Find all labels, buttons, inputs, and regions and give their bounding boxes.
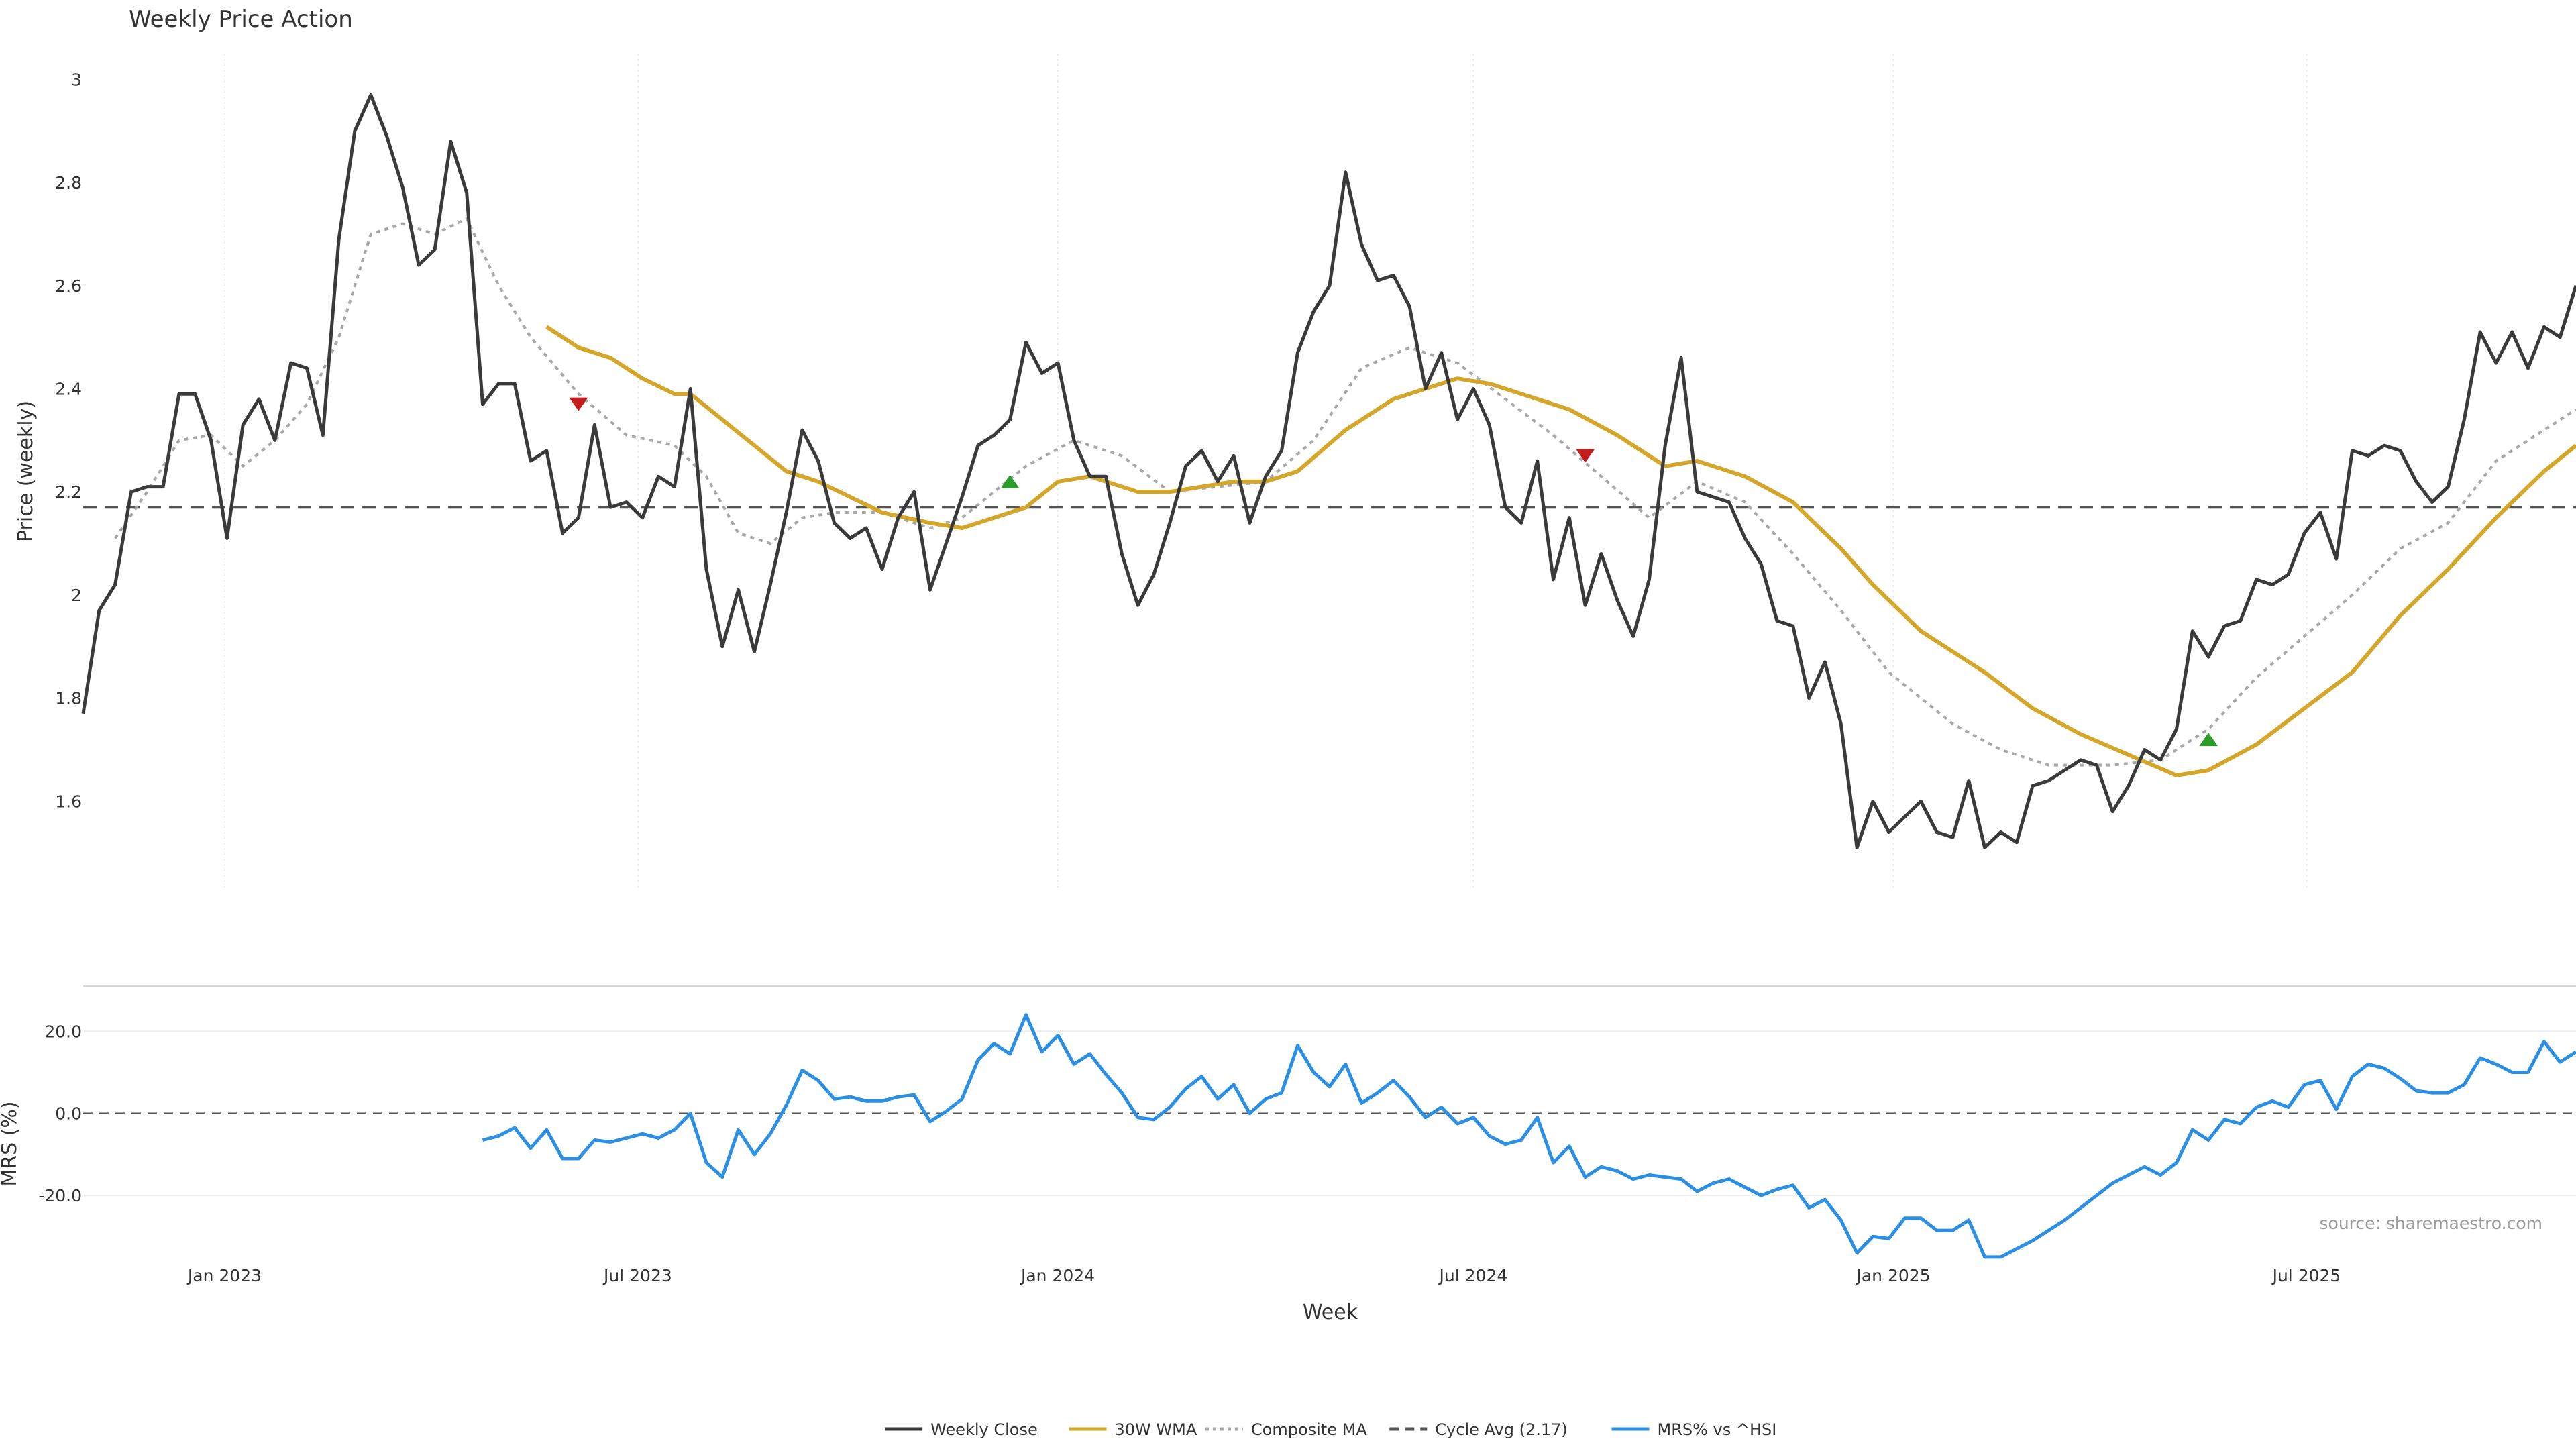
legend-item: MRS% vs ^HSI bbox=[1611, 1420, 1777, 1439]
legend-item: Cycle Avg (2.17) bbox=[1389, 1420, 1568, 1439]
mrs-grid bbox=[83, 1030, 2576, 1197]
x-tick-label: Jan 2023 bbox=[186, 1266, 262, 1285]
legend-label: MRS% vs ^HSI bbox=[1658, 1420, 1777, 1439]
price-grid bbox=[223, 54, 2308, 889]
x-tick-label: Jan 2024 bbox=[1020, 1266, 1095, 1285]
legend-label: Cycle Avg (2.17) bbox=[1435, 1420, 1567, 1439]
sell-signal-marker bbox=[1576, 449, 1595, 463]
buy-signal-marker bbox=[1000, 474, 1020, 488]
x-tick-label: Jul 2025 bbox=[2271, 1266, 2341, 1285]
chart-title: Weekly Price Action bbox=[129, 6, 353, 33]
legend-item: 30W WMA bbox=[1069, 1420, 1197, 1439]
price-y-tick-label: 2.4 bbox=[55, 380, 82, 399]
price-y-tick-label: 2 bbox=[71, 586, 82, 605]
x-tick-label: Jul 2024 bbox=[1438, 1266, 1508, 1285]
mrs-y-ticks: 20.0 0.0 -20.0 bbox=[38, 1022, 82, 1205]
price-y-tick-label: 3 bbox=[71, 70, 82, 89]
mrs-series bbox=[482, 1013, 2576, 1259]
legend: Weekly Close 30W WMA Composite MA Cycle Avg… bbox=[885, 1420, 1776, 1439]
price-y-tick-label: 2.2 bbox=[55, 482, 82, 502]
mrs-series-line bbox=[482, 1013, 2576, 1259]
legend-label: Weekly Close bbox=[930, 1420, 1038, 1439]
legend-label: 30W WMA bbox=[1115, 1420, 1197, 1439]
x-tick-label: Jul 2023 bbox=[602, 1266, 672, 1285]
x-ticks: Jan 2023 Jul 2023 Jan 2024 Jul 2024 Jan 2025… bbox=[186, 1266, 2341, 1285]
x-tick-label: Jan 2025 bbox=[1855, 1266, 1930, 1285]
sell-signal-marker bbox=[569, 397, 588, 411]
source-note: source: sharemaestro.com bbox=[2320, 1214, 2543, 1233]
signal-markers bbox=[569, 397, 2218, 747]
legend-item: Composite MA bbox=[1205, 1420, 1367, 1439]
x-axis-label: Week bbox=[1303, 1301, 1358, 1324]
mrs-y-tick-label: 0.0 bbox=[55, 1104, 82, 1124]
price-series-line bbox=[113, 217, 2576, 767]
mrs-y-tick-label: 20.0 bbox=[44, 1022, 82, 1041]
price-y-ticks: 3 2.8 2.6 2.4 2.2 2 1.8 1.6 bbox=[55, 70, 82, 811]
price-y-axis-label: Price (weekly) bbox=[14, 400, 38, 542]
price-series bbox=[81, 93, 2576, 849]
mrs-y-axis-label: MRS (%) bbox=[0, 1101, 21, 1186]
legend-item: Weekly Close bbox=[885, 1420, 1038, 1439]
price-series-line bbox=[81, 93, 2576, 849]
price-y-tick-label: 2.8 bbox=[55, 173, 82, 193]
price-y-tick-label: 1.6 bbox=[55, 792, 82, 811]
buy-signal-marker bbox=[2199, 733, 2218, 747]
mrs-y-tick-label: -20.0 bbox=[38, 1186, 82, 1205]
price-y-tick-label: 1.8 bbox=[55, 689, 82, 708]
price-y-tick-label: 2.6 bbox=[55, 276, 82, 296]
legend-label: Composite MA bbox=[1251, 1420, 1367, 1439]
